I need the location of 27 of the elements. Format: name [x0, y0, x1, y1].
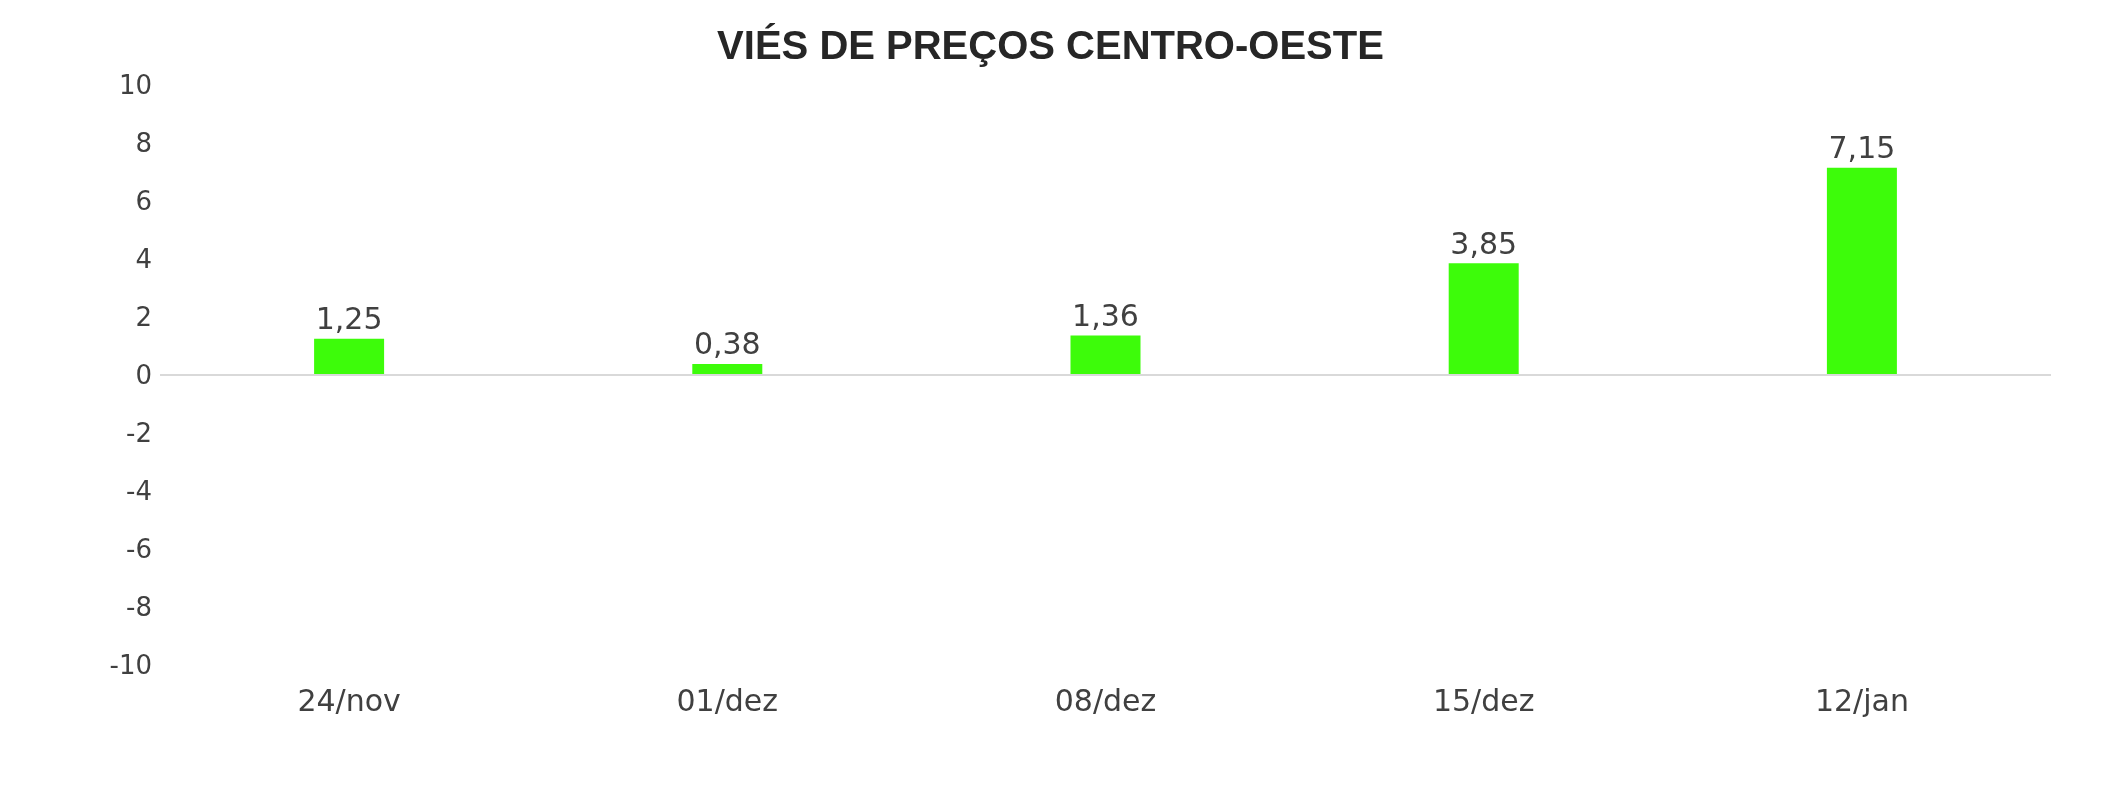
y-tick-label: 4 — [135, 244, 152, 274]
x-tick-label: 08/dez — [1054, 682, 1157, 718]
y-tick-label: -4 — [126, 476, 152, 506]
data-label: 3,85 — [1450, 225, 1518, 261]
y-tick-label: 0 — [135, 360, 152, 390]
bar — [1070, 335, 1141, 375]
data-label: 1,25 — [315, 301, 383, 337]
bar — [1448, 263, 1519, 375]
y-tick-label: -8 — [126, 592, 152, 622]
x-tick-label: 01/dez — [676, 682, 779, 718]
data-label: 7,15 — [1828, 130, 1896, 166]
y-tick-label: -10 — [109, 650, 152, 680]
y-tick-label: 6 — [135, 186, 152, 216]
y-tick-label: -2 — [126, 418, 152, 448]
x-tick-label: 24/nov — [297, 682, 401, 718]
x-tick-label: 12/jan — [1814, 682, 1909, 718]
bar — [1826, 167, 1897, 375]
data-label: 1,36 — [1072, 298, 1139, 334]
bar — [314, 338, 385, 375]
y-tick-label: 8 — [135, 128, 152, 158]
y-tick-label: 10 — [118, 70, 152, 100]
y-tick-label: -6 — [126, 534, 152, 564]
chart-title: VIÉS DE PREÇOS CENTRO-OESTE — [717, 23, 1384, 67]
y-tick-label: 2 — [135, 302, 152, 332]
data-label: 0,38 — [693, 326, 761, 362]
bar — [692, 363, 763, 375]
x-tick-label: 15/dez — [1432, 682, 1535, 718]
